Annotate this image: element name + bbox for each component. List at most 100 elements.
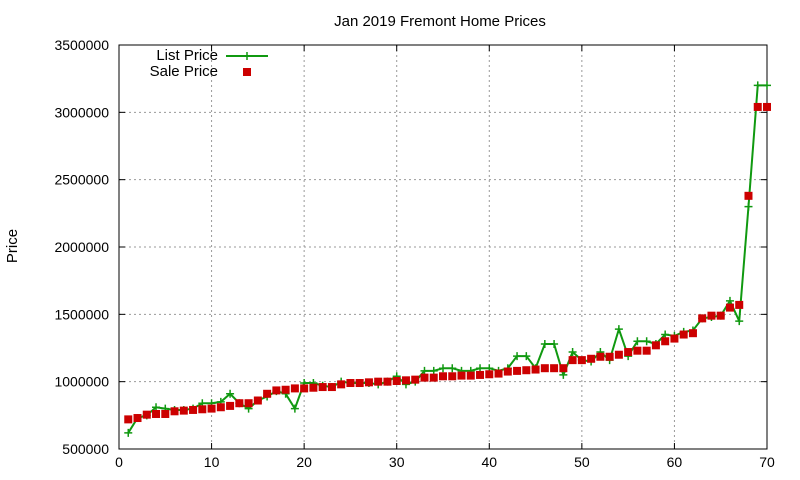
data-point [688,329,697,338]
data-point [439,372,447,381]
data-point [725,296,734,305]
data-point [550,364,559,373]
series-list-price [124,81,771,437]
grid-lines [119,45,767,449]
data-point [614,350,623,359]
data-point [429,373,438,382]
data-point [605,352,614,361]
data-point [411,375,420,384]
data-point [318,383,327,392]
data-point [272,386,281,395]
data-point [651,341,660,350]
x-tick-label: 30 [389,454,405,470]
data-point [476,364,485,373]
data-point [420,366,429,375]
legend-entry-list-price: List Price [156,47,268,64]
chart-title: Jan 2019 Fremont Home Prices [334,13,546,30]
data-point [152,409,161,418]
data-point [670,334,679,343]
data-point [633,346,642,355]
x-tick-label: 20 [296,454,312,470]
legend-label-list-price: List Price [156,47,218,64]
legend: List Price Sale Price [150,47,268,80]
data-point [448,364,457,373]
data-point [346,379,355,388]
y-tick-label: 2000000 [54,239,109,255]
legend-marker-list-price [243,52,251,60]
data-point [429,366,438,375]
data-point [661,330,670,339]
data-point [309,383,318,392]
data-point [161,409,170,418]
data-point [531,365,540,374]
legend-plus-marker [243,52,251,60]
data-point [540,339,549,348]
y-tick-label: 500000 [62,441,109,457]
data-point [624,348,633,357]
data-point [244,399,253,408]
data-point [263,389,272,398]
data-point [725,303,734,312]
legend-label-sale-price: Sale Price [150,63,218,80]
data-point [374,377,383,386]
data-point [522,352,531,361]
data-point [753,81,762,90]
data-point [522,366,531,375]
data-point [735,300,744,309]
y-axis-label: Price [4,229,21,263]
data-point [614,325,623,334]
x-tick-label: 0 [115,454,123,470]
data-point [383,377,392,386]
axis-ticks: 0 10 20 30 40 50 60 70 500000 1000000 1500000 20000… [54,37,775,470]
data-point [661,337,670,346]
data-point [633,337,642,346]
data-point [290,404,299,413]
x-tick-label: 40 [481,454,497,470]
data-point [744,191,753,200]
data-point [300,384,309,393]
series-sale-price [124,102,771,424]
x-tick-label: 10 [204,454,220,470]
data-point [485,370,494,379]
data-point [577,356,586,365]
data-point [439,364,447,373]
data-point [392,376,401,385]
data-point [568,356,577,365]
data-point [216,403,225,412]
data-point [642,346,651,355]
data-point [763,102,771,111]
data-point [226,389,235,398]
data-point [679,330,688,339]
data-point [207,404,216,413]
data-point [290,384,299,393]
data-point [124,415,133,424]
x-tick-label: 60 [667,454,683,470]
legend-swatch-sale-price [243,68,251,76]
data-point [152,403,161,412]
data-point [448,372,457,381]
series-line [127,84,767,434]
data-point [457,371,466,380]
data-point [559,370,568,379]
data-point [559,364,568,373]
data-point [540,364,549,373]
data-point [596,352,605,361]
data-point [587,354,596,363]
data-point [170,407,179,416]
data-point [355,379,364,388]
y-tick-label: 3500000 [54,37,109,53]
y-tick-label: 2500000 [54,172,109,188]
data-point [763,81,771,90]
data-point [513,366,522,375]
data-point [401,376,410,385]
legend-entry-sale-price: Sale Price [150,63,251,80]
data-point [476,370,485,379]
data-point [568,348,577,357]
data-point [550,339,559,348]
data-point [494,369,503,378]
x-tick-label: 70 [759,454,775,470]
x-tick-label: 50 [574,454,590,470]
data-point [281,385,290,394]
data-point [503,367,512,376]
